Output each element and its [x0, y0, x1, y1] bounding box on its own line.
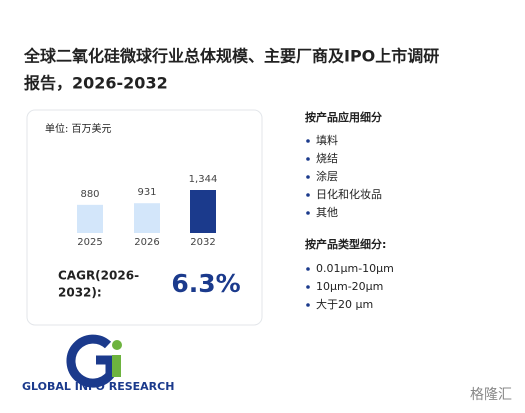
bullet — [306, 193, 310, 197]
list-item: 填料 — [316, 133, 338, 147]
bar — [77, 204, 103, 233]
logo-i — [112, 355, 121, 377]
list-item: 其他 — [316, 206, 338, 219]
bullet — [306, 267, 310, 271]
list-item: 10μm-20μm — [316, 280, 383, 293]
title: 全球二氧化硅微球行业总体规模、主要厂商及IPO上市调研 — [23, 47, 439, 66]
x-tick-label: 2025 — [77, 237, 102, 248]
bullet — [306, 157, 310, 161]
value-label: 1,344 — [189, 174, 218, 185]
list: 0.01μm-10μm 10μm-20μm 大于20 μm — [306, 262, 394, 311]
bar-chart: 880 2025 931 2026 1,344 2032 — [77, 174, 217, 248]
list-item: 大于20 μm — [316, 297, 373, 311]
x-tick-label: 2026 — [134, 237, 159, 248]
bar — [134, 203, 160, 233]
logo-text: GLOBAL INFO RESEARCH — [22, 380, 174, 393]
logo-dot — [112, 340, 122, 350]
bullet — [306, 175, 310, 179]
unit-label: 单位: 百万美元 — [45, 122, 112, 135]
section-title: 按产品类型细分: — [305, 237, 386, 251]
section-title: 按产品应用细分 — [305, 110, 382, 124]
value-label: 931 — [137, 187, 156, 198]
cagr-label: 2032): — [58, 286, 102, 300]
cagr-value: 6.3% — [171, 269, 240, 298]
cagr-label: CAGR(2026- — [58, 269, 139, 283]
bullet — [306, 139, 310, 143]
bullet — [306, 211, 310, 215]
bullet — [306, 285, 310, 289]
logo-graphic — [66, 334, 122, 388]
list-item: 涂层 — [316, 169, 338, 183]
list-item: 日化和化妆品 — [316, 187, 382, 201]
bar — [190, 190, 216, 233]
x-tick-label: 2032 — [190, 237, 215, 248]
watermark: 格隆汇 — [470, 387, 512, 403]
list-item: 烧结 — [316, 152, 338, 165]
bullet — [306, 303, 310, 307]
value-label: 880 — [80, 189, 99, 200]
logo-g — [66, 334, 115, 388]
list-item: 0.01μm-10μm — [316, 262, 394, 275]
title: 报告，2026-2032 — [24, 74, 168, 93]
